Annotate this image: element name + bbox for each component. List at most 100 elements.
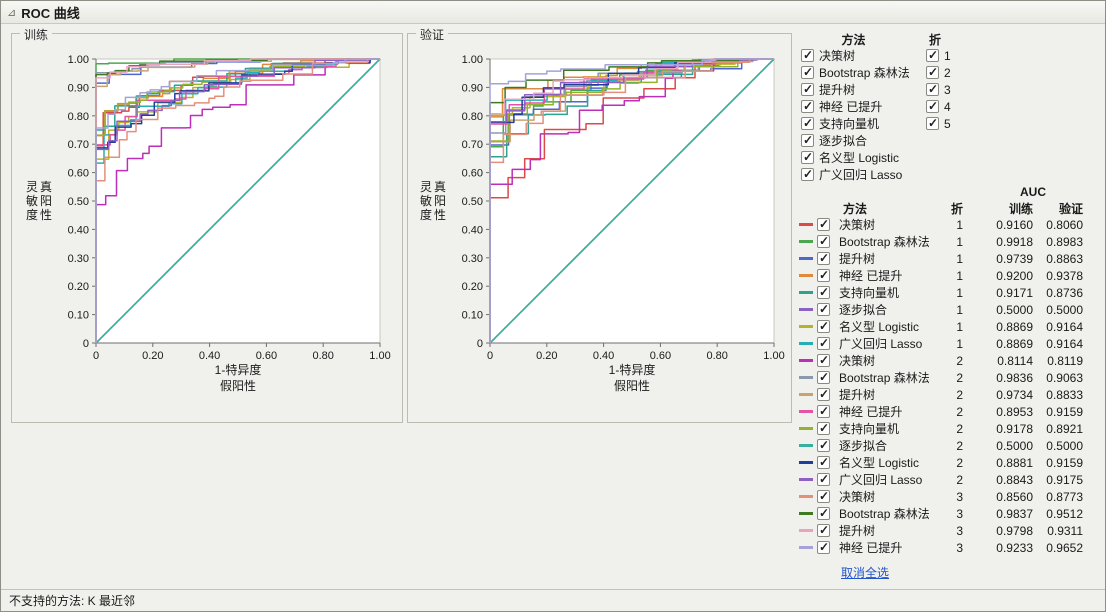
row-checkbox[interactable]	[817, 336, 830, 350]
auc-train-cell: 0.8953	[996, 404, 1033, 419]
filter-label: 5	[944, 116, 951, 131]
auc-val-cell: 0.9063	[1046, 370, 1083, 385]
checkbox[interactable]	[926, 65, 939, 79]
x-tick-label: 0	[93, 350, 99, 362]
fold-cell: 1	[956, 251, 963, 266]
fold-filter-item[interactable]: 5	[921, 115, 961, 132]
series-color-swatch	[799, 529, 813, 532]
row-checkbox[interactable]	[817, 506, 830, 520]
auc-train-cell: 0.9160	[996, 217, 1033, 232]
y-tick-label: 0.90	[462, 82, 483, 94]
column-header-fold: 折	[950, 202, 963, 216]
method-cell: 名义型 Logistic	[839, 456, 920, 470]
table-row: 提升树 2 0.9734 0.8833	[796, 386, 1083, 403]
checkbox[interactable]	[801, 116, 814, 130]
roc-curve	[95, 58, 380, 343]
checkbox[interactable]	[801, 99, 814, 113]
column-header-val: 验证	[1058, 202, 1083, 216]
outline-header: ⊿ ROC 曲线	[1, 1, 1105, 24]
roc-curve	[95, 58, 380, 343]
checkbox[interactable]	[801, 82, 814, 96]
row-checkbox[interactable]	[817, 387, 830, 401]
table-row: Bootstrap 森林法 1 0.9918 0.8983	[796, 233, 1083, 250]
method-filter-item[interactable]: 决策树	[796, 47, 911, 64]
checkbox[interactable]	[801, 48, 814, 62]
checkbox[interactable]	[801, 150, 814, 164]
series-color-swatch	[799, 461, 813, 464]
disclosure-triangle-icon[interactable]: ⊿	[7, 6, 17, 19]
checkbox[interactable]	[801, 65, 814, 79]
auc-train-cell: 0.8869	[996, 336, 1033, 351]
y-tick-label: 0	[83, 338, 89, 350]
row-checkbox[interactable]	[817, 404, 830, 418]
train-panel-title: 训练	[20, 26, 53, 43]
y-tick-label: 0.80	[462, 111, 483, 123]
y-axis-title: 度	[420, 207, 432, 222]
fold-filter-item[interactable]: 3	[921, 81, 961, 98]
row-checkbox[interactable]	[817, 523, 830, 537]
row-checkbox[interactable]	[817, 302, 830, 316]
method-cell: 神经 已提升	[839, 405, 903, 419]
checkbox[interactable]	[926, 116, 939, 130]
checkbox[interactable]	[926, 82, 939, 96]
series-color-swatch	[799, 240, 813, 243]
auc-train-cell: 0.8881	[996, 455, 1033, 470]
row-checkbox[interactable]	[817, 489, 830, 503]
row-checkbox[interactable]	[817, 353, 830, 367]
method-filter-item[interactable]: 提升树	[796, 81, 911, 98]
method-filter-item[interactable]: 逐步拟合	[796, 132, 911, 149]
x-tick-label: 0.40	[199, 350, 220, 362]
y-axis-title: 性	[434, 208, 446, 222]
checkbox[interactable]	[801, 167, 814, 181]
table-row: Bootstrap 森林法 2 0.9836 0.9063	[796, 369, 1083, 386]
row-checkbox[interactable]	[817, 421, 830, 435]
checkbox[interactable]	[801, 133, 814, 147]
auc-val-cell: 0.9512	[1046, 506, 1083, 521]
row-checkbox[interactable]	[817, 319, 830, 333]
y-tick-label: 0.10	[68, 310, 89, 322]
row-checkbox[interactable]	[817, 234, 830, 248]
row-checkbox[interactable]	[817, 217, 830, 231]
fold-filter-item[interactable]: 4	[921, 98, 961, 115]
fold-cell: 3	[956, 523, 963, 538]
series-color-swatch	[799, 546, 813, 549]
row-checkbox[interactable]	[817, 540, 830, 554]
fold-filter-item[interactable]: 2	[921, 64, 961, 81]
method-cell: 逐步拟合	[839, 439, 888, 453]
checkbox[interactable]	[926, 99, 939, 113]
x-tick-label: 0.60	[650, 350, 671, 362]
auc-val-cell: 0.9311	[1047, 523, 1083, 538]
fold-filter-item[interactable]: 1	[921, 47, 961, 64]
y-tick-label: 0.70	[462, 139, 483, 151]
method-filter-item[interactable]: 支持向量机	[796, 115, 911, 132]
filter-label: 1	[944, 48, 951, 63]
table-row: 支持向量机 2 0.9178 0.8921	[796, 420, 1083, 437]
auc-val-cell: 0.9164	[1046, 336, 1083, 351]
auc-val-cell: 0.9378	[1046, 268, 1083, 283]
roc-curve	[95, 58, 380, 343]
row-checkbox[interactable]	[817, 285, 830, 299]
checkbox[interactable]	[926, 48, 939, 62]
deselect-all-link[interactable]: 取消全选	[841, 566, 890, 580]
table-row: 神经 已提升 3 0.9233 0.9652	[796, 539, 1083, 556]
series-color-swatch	[799, 444, 813, 447]
method-filter-item[interactable]: 广义回归 Lasso	[796, 166, 911, 183]
roc-curve	[489, 58, 774, 343]
row-checkbox[interactable]	[817, 455, 830, 469]
row-checkbox[interactable]	[817, 251, 830, 265]
row-checkbox[interactable]	[817, 370, 830, 384]
auc-val-cell: 0.8833	[1046, 387, 1083, 402]
auc-val-cell: 0.9175	[1046, 472, 1083, 487]
row-checkbox[interactable]	[817, 472, 830, 486]
table-row: Bootstrap 森林法 3 0.9837 0.9512	[796, 505, 1083, 522]
auc-val-cell: 0.8921	[1046, 421, 1083, 436]
fold-cell: 1	[956, 302, 963, 317]
method-filter-item[interactable]: 名义型 Logistic	[796, 149, 911, 166]
x-axis-title: 假阳性	[220, 379, 256, 393]
method-filter-item[interactable]: Bootstrap 森林法	[796, 64, 911, 81]
method-filter-item[interactable]: 神经 已提升	[796, 98, 911, 115]
y-axis-title: 真	[434, 180, 446, 194]
row-checkbox[interactable]	[817, 268, 830, 282]
y-tick-label: 0.30	[68, 253, 89, 265]
row-checkbox[interactable]	[817, 438, 830, 452]
